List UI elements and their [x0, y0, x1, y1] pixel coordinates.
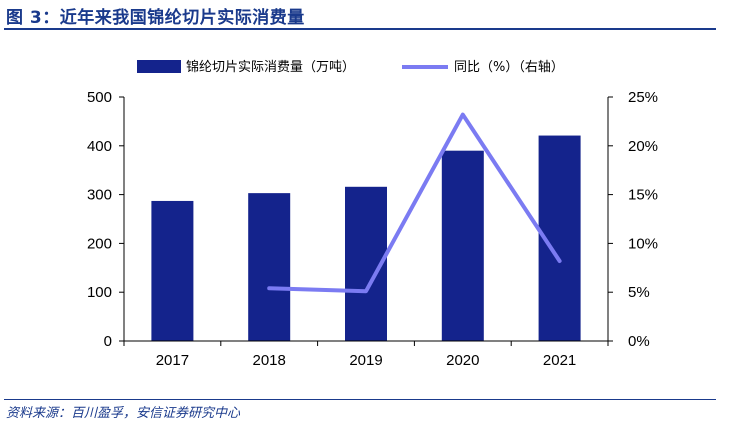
- chart-title: 图 3：近年来我国锦纶切片实际消费量: [6, 8, 305, 28]
- left-tick-label: 300: [87, 187, 112, 204]
- line-series: [267, 112, 562, 294]
- bar: [248, 193, 291, 341]
- x-tick-label: 2020: [446, 352, 479, 369]
- x-axis: 2017 2018 2019 2020 2021: [123, 340, 609, 369]
- x-tick-label: 2017: [156, 352, 189, 369]
- left-tick-label: 400: [87, 138, 112, 155]
- legend: 锦纶切片实际消费量（万吨） 同比（%）（右轴）: [137, 60, 564, 75]
- right-tick-label: 20%: [628, 138, 658, 155]
- bar-series: [151, 135, 581, 341]
- right-axis: 0% 5% 10% 15% 20% 25%: [607, 89, 658, 350]
- source-divider: [4, 399, 716, 400]
- legend-bar-swatch: [137, 60, 181, 73]
- bar: [441, 150, 484, 341]
- x-tick-label: 2021: [543, 352, 576, 369]
- bar: [151, 200, 194, 341]
- left-tick-label: 200: [87, 235, 112, 252]
- left-tick-label: 0: [104, 333, 112, 350]
- x-tick-label: 2018: [253, 352, 286, 369]
- title-divider: [4, 28, 716, 30]
- right-tick-label: 15%: [628, 187, 658, 204]
- x-tick-label: 2019: [349, 352, 382, 369]
- right-tick-label: 25%: [628, 89, 658, 106]
- right-tick-label: 0%: [628, 333, 650, 350]
- left-axis: 0 100 200 300 400 500: [87, 89, 125, 350]
- yoy-line: [267, 112, 562, 294]
- right-tick-label: 5%: [628, 284, 650, 301]
- left-tick-label: 100: [87, 284, 112, 301]
- source-note: 资料来源：百川盈孚，安信证券研究中心: [6, 406, 241, 421]
- right-tick-label: 10%: [628, 235, 658, 252]
- left-tick-label: 500: [87, 89, 112, 106]
- legend-bar-label: 锦纶切片实际消费量（万吨）: [186, 60, 355, 75]
- legend-line-label: 同比（%）（右轴）: [454, 60, 564, 75]
